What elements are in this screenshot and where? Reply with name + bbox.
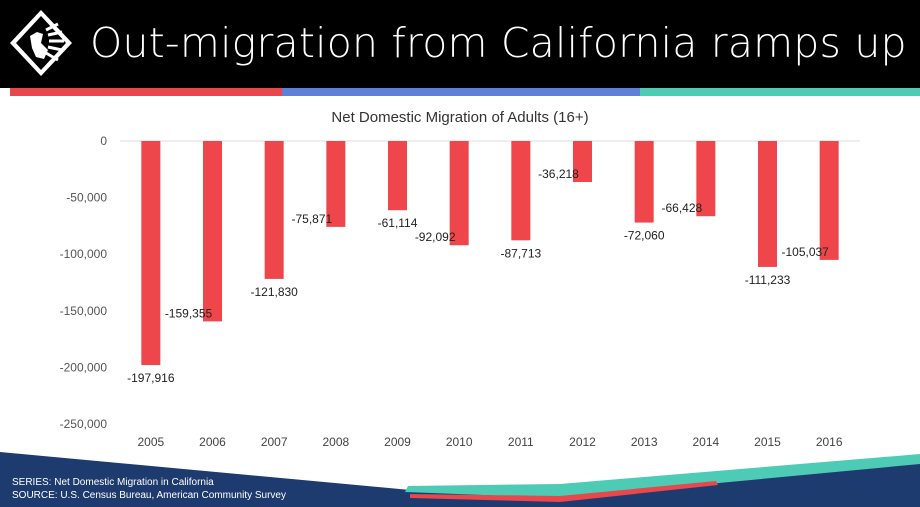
- data-label: -66,428: [661, 201, 702, 215]
- bar: [264, 141, 284, 279]
- data-label: -92,092: [415, 230, 456, 244]
- stripe-red: [10, 88, 282, 96]
- y-tick-label: 0: [100, 134, 107, 148]
- y-tick-label: -150,000: [60, 304, 108, 318]
- x-tick-label: 2007: [261, 435, 288, 449]
- bar: [203, 141, 222, 322]
- data-label: -75,871: [291, 212, 332, 226]
- chart-title: Net Domestic Migration of Adults (16+): [331, 109, 588, 126]
- data-label: -72,060: [624, 229, 665, 243]
- series-note: SERIES: Net Domestic Migration in Califo…: [12, 477, 214, 488]
- bar: [326, 141, 346, 227]
- data-label: -105,037: [781, 245, 829, 259]
- data-label: -111,233: [745, 273, 791, 287]
- data-label: -36,218: [538, 167, 579, 181]
- x-tick-label: 2005: [137, 435, 164, 449]
- x-tick-label: 2011: [508, 435, 534, 449]
- bar: [573, 141, 592, 182]
- stripe-blue: [282, 88, 640, 96]
- bar-chart: Net Domestic Migration of Adults (16+) 0 -…: [60, 109, 860, 449]
- data-label: -61,114: [378, 216, 418, 230]
- x-tick-label: 2009: [384, 435, 411, 449]
- bar: [511, 141, 531, 241]
- y-tick-label: -200,000: [60, 360, 108, 374]
- x-tick-label: 2006: [199, 435, 226, 449]
- y-tick-label: -50,000: [66, 191, 107, 205]
- data-label: -121,830: [250, 285, 298, 299]
- data-label: -197,916: [127, 371, 175, 385]
- footer-banner: [0, 452, 920, 507]
- header-bar: Out-migration from California ramps up: [0, 0, 920, 88]
- x-tick-label: 2012: [569, 435, 596, 449]
- stripe-teal: [640, 88, 920, 96]
- page-title: Out-migration from California ramps up: [90, 19, 907, 67]
- source-note: SOURCE: U.S. Census Bureau, American Com…: [12, 490, 286, 501]
- bar: [449, 141, 469, 246]
- bar: [819, 141, 839, 260]
- data-label: -159,355: [165, 306, 213, 320]
- y-tick-label: -250,000: [60, 417, 108, 431]
- bar: [758, 141, 777, 267]
- x-tick-label: 2014: [692, 435, 719, 449]
- bar: [141, 141, 161, 366]
- bar: [388, 141, 407, 211]
- x-tick-label: 2010: [446, 435, 473, 449]
- california-sunburst-logo-icon: [10, 10, 72, 76]
- y-tick-label: -100,000: [60, 247, 108, 261]
- bar: [634, 141, 654, 223]
- x-tick-label: 2013: [631, 435, 658, 449]
- bar: [696, 141, 716, 217]
- data-label: -87,713: [500, 246, 541, 260]
- x-tick-label: 2008: [322, 435, 349, 449]
- x-tick-label: 2016: [816, 435, 843, 449]
- x-tick-label: 2015: [754, 435, 781, 449]
